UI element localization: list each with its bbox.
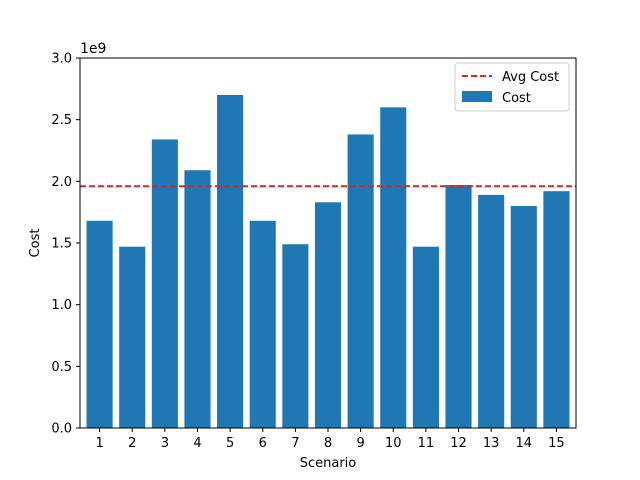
x-tick-label: 9: [356, 436, 364, 451]
x-tick-label: 5: [226, 436, 234, 451]
bar-14: [510, 206, 537, 428]
y-offset-label: 1e9: [80, 41, 106, 57]
bar-10: [380, 107, 407, 428]
bars-group: [86, 95, 570, 428]
legend-swatch-cost: [462, 91, 492, 102]
y-tick-label: 3.0: [51, 52, 72, 67]
x-tick-label: 10: [385, 436, 402, 451]
bar-3: [151, 139, 178, 428]
y-tick-label: 2.0: [51, 175, 72, 190]
bar-2: [119, 246, 146, 428]
x-axis-title: Scenario: [300, 456, 357, 471]
y-tick-label: 1.0: [51, 298, 72, 313]
bar-13: [478, 194, 505, 428]
x-tick-label: 6: [259, 436, 267, 451]
y-axis-title: Cost: [28, 229, 43, 258]
x-tick-label: 8: [324, 436, 332, 451]
x-tick-label: 14: [516, 436, 533, 451]
y-tick-label: 2.5: [51, 113, 72, 128]
bar-7: [282, 244, 309, 428]
bar-8: [314, 202, 342, 428]
bar-12: [445, 185, 472, 428]
x-axis: 1 2 3 4 5 6 7 8 9 10 11 12 13 14 15: [95, 428, 565, 451]
x-tick-label: 7: [291, 436, 299, 451]
legend: Avg Cost Cost: [454, 62, 570, 112]
x-tick-label: 2: [128, 436, 136, 451]
y-tick-label: 1.5: [51, 237, 72, 252]
bar-15: [543, 191, 570, 428]
bar-11: [412, 246, 439, 428]
bar-1: [86, 220, 113, 428]
bar-9: [347, 134, 374, 428]
y-axis: 0.0 0.5 1.0 1.5 2.0 2.5 3.0: [51, 52, 80, 437]
bar-5: [217, 95, 244, 428]
x-tick-label: 15: [548, 436, 565, 451]
x-tick-label: 13: [483, 436, 500, 451]
legend-label-avg-cost: Avg Cost: [502, 70, 559, 85]
legend-label-cost: Cost: [502, 91, 531, 106]
x-tick-label: 3: [161, 436, 169, 451]
y-tick-label: 0.0: [51, 422, 72, 437]
x-tick-label: 1: [95, 436, 103, 451]
x-tick-label: 11: [418, 436, 435, 451]
bar-6: [249, 220, 276, 428]
x-tick-label: 4: [193, 436, 201, 451]
bar-4: [184, 170, 211, 428]
y-tick-label: 0.5: [51, 360, 72, 375]
x-tick-label: 12: [450, 436, 467, 451]
